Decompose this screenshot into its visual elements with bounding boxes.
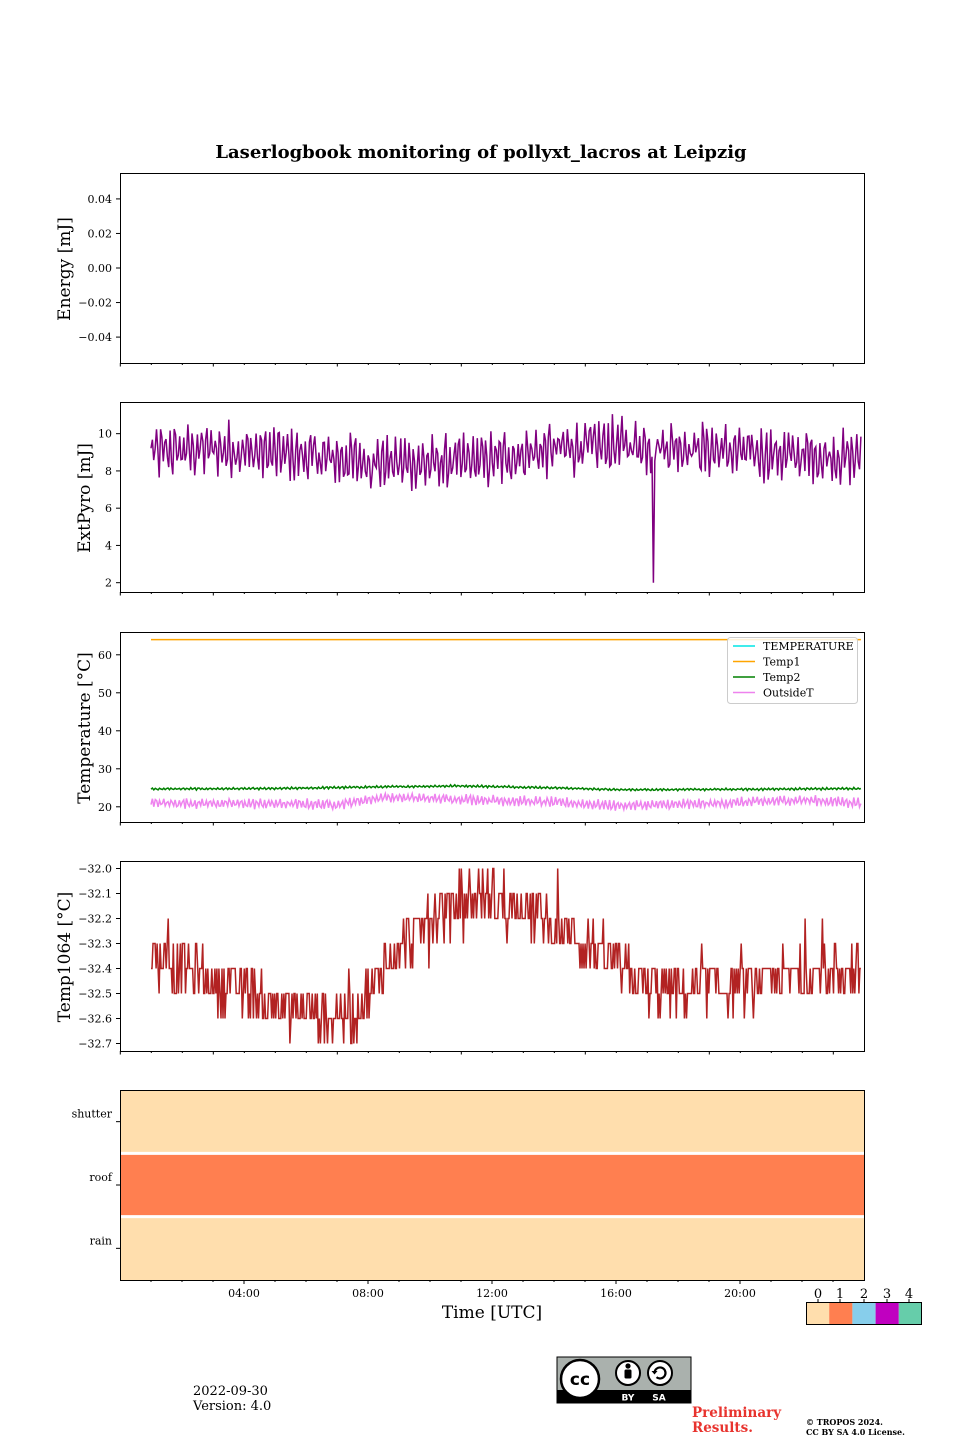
colorbar-tick-label: 4	[905, 1287, 913, 1302]
ytick-label: 50	[98, 687, 112, 700]
status-panel: Time [UTC]	[120, 1090, 865, 1323]
energy-panel: Energy [mJ]	[55, 173, 865, 364]
status-cell-rain	[120, 1216, 864, 1280]
xtick-label: 20:00	[724, 1287, 756, 1300]
extpyro-ylabel: ExtPyro [mJ]	[75, 443, 95, 553]
colorbar-tick-label: 1	[836, 1287, 844, 1302]
copyright-line-1: © TROPOS 2024.	[806, 1417, 883, 1427]
status-row-label: rain	[90, 1234, 112, 1247]
ytick-label: −32.4	[78, 963, 112, 976]
ytick-label: −32.7	[78, 1038, 112, 1051]
ytick-label: −32.1	[78, 888, 112, 901]
share-alike-icon-arc	[653, 1366, 667, 1380]
legend-label-temperature: TEMPERATURE	[763, 640, 854, 653]
temperature-ylabel: Temperature [°C]	[75, 652, 95, 804]
colorbar-segment	[875, 1302, 899, 1325]
xtick-label: 08:00	[352, 1287, 384, 1300]
temp1064-ylabel: Temp1064 [°C]	[55, 892, 75, 1023]
chart-marks: 0.04 0.02 0.00 −0.02 −0.04 10 8 6 4 2 60 50 40 30 20 −3…	[72, 193, 862, 1300]
cc-icon-text: cc	[570, 1370, 590, 1390]
energy-ylabel: Energy [mJ]	[55, 217, 75, 321]
extpyro-axes-frame	[120, 402, 865, 593]
ytick-label: 10	[98, 428, 112, 441]
badge-by-text: BY	[622, 1394, 635, 1404]
energy-axes-frame	[120, 173, 865, 364]
legend-label-temp2: Temp2	[763, 671, 800, 684]
status-row-label: roof	[89, 1171, 113, 1184]
legend-label-outsidet: OutsideT	[763, 687, 814, 700]
temp1064-series-line	[151, 867, 861, 1045]
ytick-label: −32.6	[78, 1013, 112, 1026]
ytick-label: 6	[105, 502, 112, 515]
legend-box	[727, 637, 858, 704]
ytick-label: 20	[98, 801, 112, 814]
attribution-icon-head	[625, 1363, 631, 1369]
status-cell-shutter	[120, 1090, 864, 1154]
ytick-label: −32.3	[78, 938, 112, 951]
colorbar-segment	[829, 1302, 853, 1325]
ytick-label: 30	[98, 763, 112, 776]
version-text: Version: 4.0	[193, 1399, 272, 1414]
copyright-notice: © TROPOS 2024. CC BY SA 4.0 License.	[806, 1417, 905, 1437]
ytick-label: 40	[98, 725, 112, 738]
date-text: 2022-09-30	[193, 1384, 268, 1399]
preliminary-line-2: Results.	[692, 1420, 753, 1436]
ytick-label: −0.02	[78, 297, 112, 310]
temperature-legend: TEMPERATURE Temp1 Temp2 OutsideT	[727, 637, 858, 704]
extpyro-series-line	[150, 414, 862, 583]
colorbar-segment	[852, 1302, 876, 1325]
ytick-label: 0.00	[88, 262, 113, 275]
footer-info: 2022-09-30 Version: 4.0	[193, 1384, 271, 1414]
temp2-series-line	[150, 783, 862, 793]
status-heatmap	[120, 1090, 864, 1280]
status-xlabel: Time [UTC]	[442, 1303, 542, 1323]
xtick-label: 04:00	[228, 1287, 260, 1300]
colorbar-tick-label: 0	[814, 1287, 822, 1302]
colorbar-segment	[806, 1302, 830, 1325]
colorbar-frame	[806, 1302, 922, 1325]
ytick-label: 0.04	[88, 193, 113, 206]
ytick-label: −32.0	[78, 863, 112, 876]
preliminary-line-1: Preliminary	[692, 1405, 782, 1421]
badge-sa-text: SA	[652, 1394, 665, 1404]
cc-by-sa-badge: cc BY SA	[556, 1356, 692, 1404]
share-alike-icon	[647, 1360, 673, 1386]
colorbar-tick-label: 2	[860, 1287, 868, 1302]
xtick-label: 12:00	[476, 1287, 508, 1300]
status-cell-roof	[120, 1153, 864, 1217]
preliminary-notice: Preliminary Results.	[692, 1406, 781, 1436]
ytick-label: 8	[105, 465, 112, 478]
xtick-label: 16:00	[600, 1287, 632, 1300]
copyright-line-2: CC BY SA 4.0 License.	[806, 1427, 905, 1437]
ytick-label: −32.2	[78, 913, 112, 926]
legend-label-temp1: Temp1	[763, 656, 800, 669]
ytick-label: −32.5	[78, 988, 112, 1001]
extpyro-panel: ExtPyro [mJ]	[75, 402, 865, 593]
share-alike-icon-arrow	[651, 1371, 658, 1375]
ytick-label: 60	[98, 649, 112, 662]
cc-icon	[559, 1358, 601, 1400]
ytick-label: 0.02	[88, 227, 113, 240]
ytick-label: 4	[105, 539, 112, 552]
attribution-icon-body	[624, 1369, 632, 1379]
colorbar-segment	[898, 1302, 922, 1325]
status-row-label: shutter	[72, 1108, 113, 1121]
colorbar-tick-label: 3	[883, 1287, 891, 1302]
ytick-label: 2	[105, 577, 112, 590]
outsidet-series-line	[150, 790, 862, 813]
ytick-label: −0.04	[78, 331, 112, 344]
figure-title: Laserlogbook monitoring of pollyxt_lacro…	[215, 142, 747, 163]
